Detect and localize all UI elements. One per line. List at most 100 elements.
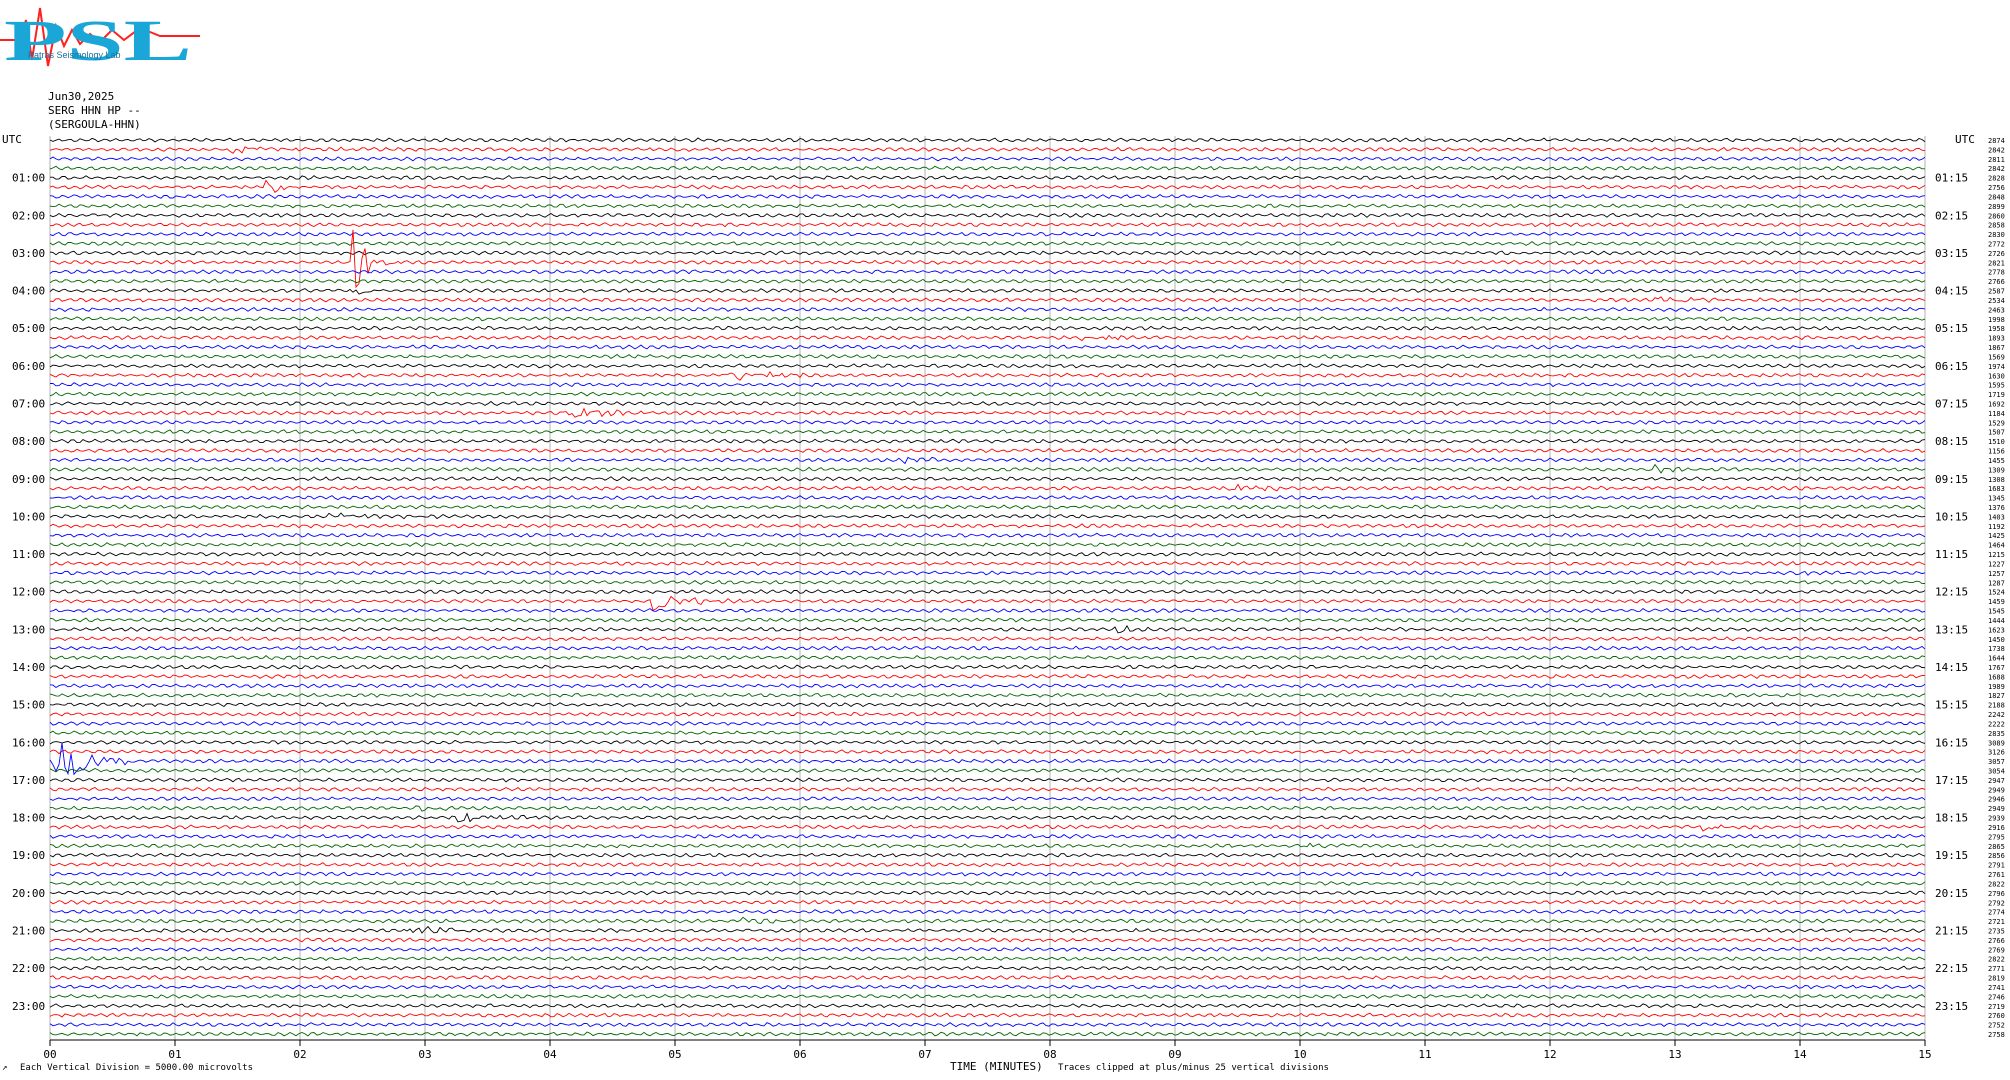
trace-count-label: 2842	[1988, 165, 2005, 173]
trace-count-label: 1644	[1988, 655, 2005, 663]
x-tick-label: 08	[1043, 1048, 1056, 1061]
trace-count-label: 1958	[1988, 325, 2005, 333]
trace-line	[49, 165, 1925, 171]
trace-line	[49, 742, 1926, 776]
trace-count-label: 2772	[1988, 241, 2005, 249]
trace-line	[49, 250, 1926, 256]
trace-count-label: 2242	[1988, 711, 2005, 719]
left-hour-label: 03:00	[12, 247, 45, 260]
x-axis-label: TIME (MINUTES)	[950, 1060, 1043, 1073]
trace-count-label: 1257	[1988, 570, 2005, 578]
trace-line	[49, 589, 1926, 595]
trace-line	[49, 400, 1926, 407]
right-axis-title: UTC	[1955, 133, 1975, 146]
trace-count-label: 2735	[1988, 927, 2005, 935]
trace-line	[49, 862, 1926, 868]
trace-count-label: 2791	[1988, 862, 2005, 870]
trace-line	[49, 1012, 1926, 1018]
trace-line	[49, 579, 1926, 585]
x-tick-label: 02	[293, 1048, 306, 1061]
trace-line	[49, 551, 1926, 557]
trace-line	[50, 175, 1926, 181]
corner-mark: ↗	[2, 1063, 8, 1073]
trace-line	[49, 495, 1926, 501]
right-hour-label: 10:15	[1935, 510, 1968, 523]
trace-count-label: 2756	[1988, 184, 2005, 192]
trace-line	[49, 334, 1926, 342]
trace-line	[49, 179, 1926, 193]
trace-line	[49, 419, 1926, 425]
trace-count-label: 1867	[1988, 344, 2005, 352]
trace-line	[49, 984, 1926, 990]
trace-line	[49, 625, 1926, 634]
right-hour-label: 15:15	[1935, 699, 1968, 712]
trace-line	[49, 532, 1926, 538]
trace-line	[49, 407, 1926, 418]
trace-count-label: 2811	[1988, 156, 2005, 164]
trace-line	[49, 560, 1926, 566]
left-hour-label: 16:00	[12, 736, 45, 749]
x-tick-label: 01	[168, 1048, 181, 1061]
trace-count-label: 3054	[1988, 768, 2005, 776]
trace-count-label: 1767	[1988, 664, 2005, 672]
trace-count-label: 2778	[1988, 269, 2005, 277]
trace-count-label: 1738	[1988, 645, 2005, 653]
logo-text: PSL	[4, 8, 192, 72]
trace-line	[49, 812, 1926, 823]
trace-line	[49, 607, 1926, 613]
trace-line	[49, 363, 1926, 369]
trace-line	[49, 777, 1925, 783]
trace-count-label: 2721	[1988, 918, 2005, 926]
trace-count-label: 2746	[1988, 993, 2005, 1001]
trace-line	[49, 456, 1926, 465]
trace-line	[49, 231, 1926, 237]
right-hour-label: 16:15	[1935, 736, 1968, 749]
right-hour-label: 22:15	[1935, 962, 1968, 975]
trace-count-label: 2766	[1988, 937, 2005, 945]
trace-line	[49, 429, 1926, 435]
trace-count-label: 2758	[1988, 1031, 2005, 1039]
left-axis-title: UTC	[2, 133, 22, 146]
trace-count-label: 2822	[1988, 880, 2005, 888]
trace-count-label: 1215	[1988, 551, 2005, 559]
trace-count-label: 2856	[1988, 852, 2005, 860]
trace-line	[49, 965, 1926, 971]
right-hour-label: 11:15	[1935, 548, 1968, 561]
left-hour-label: 09:00	[12, 473, 45, 486]
trace-line	[49, 739, 1926, 745]
x-tick-label: 04	[543, 1048, 557, 1061]
trace-count-label: 2771	[1988, 965, 2005, 973]
right-hour-label: 03:15	[1935, 247, 1968, 260]
trace-line	[49, 476, 1926, 482]
trace-line	[49, 595, 1926, 611]
trace-line	[49, 370, 1926, 381]
trace-line	[49, 222, 1926, 228]
trace-line	[49, 617, 1926, 623]
right-hour-label: 01:15	[1935, 172, 1968, 185]
trace-line	[49, 1031, 1926, 1037]
right-hour-label: 06:15	[1935, 360, 1968, 373]
trace-line	[49, 767, 1926, 773]
left-hour-label: 10:00	[12, 510, 45, 523]
trace-count-label: 2835	[1988, 730, 2005, 738]
trace-line	[49, 483, 1926, 492]
right-hour-label: 02:15	[1935, 209, 1968, 222]
x-tick-label: 05	[668, 1048, 681, 1061]
trace-count-label: 1459	[1988, 598, 2005, 606]
psl-logo: PSL Patras Seismology Lab	[0, 7, 200, 72]
trace-count-label: 1595	[1988, 382, 2005, 390]
trace-count-label: 1893	[1988, 335, 2005, 343]
left-hour-label: 15:00	[12, 699, 45, 712]
trace-line	[49, 212, 1926, 218]
trace-count-label: 1227	[1988, 560, 2005, 568]
trace-line	[49, 438, 1926, 444]
trace-count-label: 2899	[1988, 203, 2005, 211]
trace-line	[49, 382, 1926, 388]
trace-count-label: 1425	[1988, 532, 2005, 540]
trace-line	[49, 542, 1925, 548]
trace-count-label: 1455	[1988, 457, 2005, 465]
trace-line	[49, 316, 1926, 322]
trace-count-label: 2939	[1988, 815, 2005, 823]
trace-count-label: 2819	[1988, 975, 2005, 983]
